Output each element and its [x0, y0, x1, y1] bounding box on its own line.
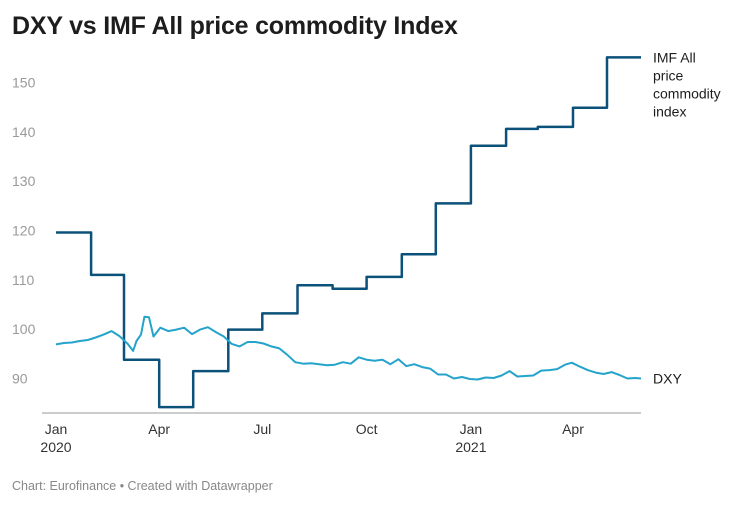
y-tick-label: 110 [12, 272, 35, 288]
x-tick-label: Jan [460, 421, 483, 437]
chart-footer: Chart: Eurofinance • Created with Datawr… [12, 479, 273, 493]
y-tick-label: 120 [12, 223, 36, 239]
series-lines [55, 56, 642, 409]
imf-index-line [56, 56, 641, 409]
x-tick-label: Apr [562, 421, 584, 437]
series-label: commodity [653, 85, 721, 101]
series-label: index [653, 103, 686, 119]
y-axis: 90 100 110 120 130 140 150 [12, 75, 36, 387]
x-tick-label: Jan [45, 421, 68, 437]
x-tick-label: Jul [253, 421, 271, 437]
y-tick-label: 100 [12, 321, 36, 337]
x-tick-label: Apr [148, 421, 170, 437]
y-tick-label: 130 [12, 173, 36, 189]
x-tick-year-label: 2021 [455, 439, 486, 455]
series-label: IMF All [653, 49, 696, 65]
series-label: price [653, 67, 684, 83]
y-tick-label: 90 [12, 370, 28, 386]
x-axis: Jan 2020 Apr Jul Oct Jan 2021 Apr [40, 412, 641, 455]
y-tick-label: 150 [12, 75, 36, 91]
x-tick-year-label: 2020 [40, 439, 71, 455]
series-label: DXY [653, 370, 682, 386]
chart-title: DXY vs IMF All price commodity Index [12, 12, 458, 40]
series-labels: IMF All price commodity index DXY [653, 49, 721, 386]
x-tick-label: Oct [356, 421, 378, 437]
dxy-line [55, 315, 642, 381]
y-tick-label: 140 [12, 124, 36, 140]
